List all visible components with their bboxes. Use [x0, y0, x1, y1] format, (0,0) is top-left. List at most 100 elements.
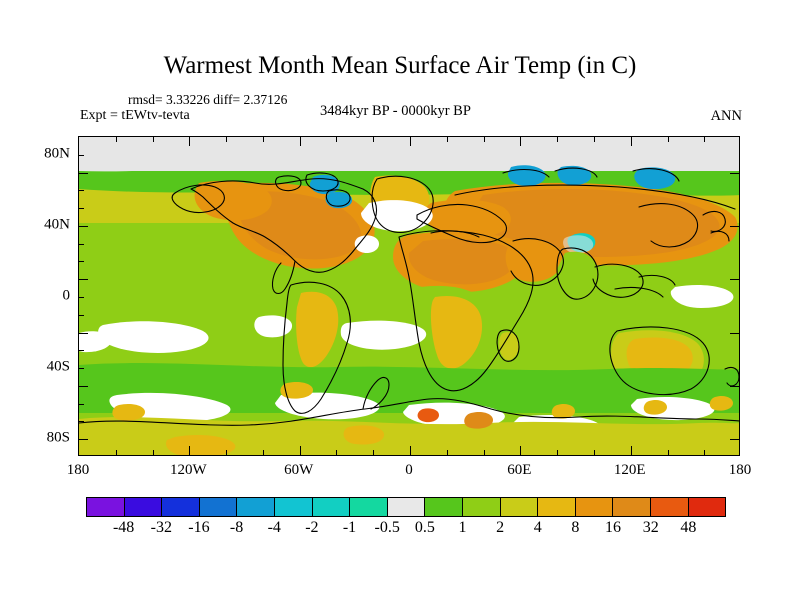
colorbar-tick-label: -48	[112, 519, 135, 536]
axis-tick	[446, 137, 448, 142]
axis-tick	[189, 137, 191, 146]
axis-tick	[79, 439, 88, 441]
period-annotation: 3484kyr BP - 0000kyr BP	[320, 103, 471, 119]
axis-tick	[557, 137, 559, 142]
axis-tick	[730, 332, 739, 334]
colorbar-tick-label: 1	[458, 519, 467, 536]
axis-tick	[262, 137, 264, 142]
axis-tick	[79, 154, 84, 156]
colorbar-cell[interactable]	[650, 498, 689, 516]
axis-tick	[730, 385, 739, 387]
axis-tick	[520, 137, 522, 146]
colorbar-cell[interactable]	[199, 498, 238, 516]
axis-tick	[410, 446, 411, 455]
axis-tick	[79, 350, 84, 352]
axis-tick	[79, 314, 84, 316]
y-axis-label: 0	[62, 287, 71, 304]
axis-tick	[299, 137, 301, 146]
colorbar-cell[interactable]	[688, 498, 726, 516]
axis-tick	[79, 243, 84, 245]
axis-tick	[520, 446, 522, 455]
x-axis-label: 120E	[613, 462, 646, 478]
axis-tick	[79, 190, 84, 192]
axis-tick	[79, 385, 88, 387]
colorbar-tick-label: -32	[150, 519, 172, 536]
axis-tick	[730, 439, 739, 441]
statistics-annotation: rmsd= 3.33226 diff= 2.37126	[128, 92, 288, 107]
axis-tick	[226, 450, 228, 455]
x-axis-label: 0	[405, 462, 413, 478]
x-axis-label: 180	[728, 462, 752, 478]
colorbar-cell[interactable]	[462, 498, 501, 516]
axis-tick	[730, 279, 739, 281]
axis-tick	[557, 450, 559, 455]
colorbar-cell[interactable]	[87, 498, 125, 516]
axis-tick	[667, 450, 669, 455]
axis-tick	[79, 208, 84, 210]
colorbar-cell[interactable]	[162, 498, 200, 516]
axis-tick	[373, 137, 375, 142]
axis-tick	[336, 450, 338, 455]
axis-tick	[152, 137, 154, 142]
colorbar-cell[interactable]	[387, 498, 426, 516]
experiment-annotation: Expt = tEWtv-tevta	[80, 108, 190, 123]
axis-tick	[630, 446, 632, 455]
colorbar-tick-label: -1	[342, 519, 357, 536]
colorbar-tick-label: 16	[605, 519, 622, 536]
colorbar-tick-label: -2	[305, 519, 319, 536]
axis-tick	[79, 421, 84, 423]
colorbar[interactable]	[86, 497, 726, 517]
axis-tick	[79, 279, 88, 281]
axis-tick	[115, 450, 117, 455]
x-axis-label: 60W	[284, 462, 314, 478]
axis-tick	[115, 137, 117, 142]
axis-tick	[152, 450, 154, 455]
axis-tick	[704, 137, 706, 142]
colorbar-cell[interactable]	[274, 498, 313, 516]
y-axis-label: 40N	[44, 216, 70, 233]
colorbar-cell[interactable]	[350, 498, 388, 516]
axis-tick	[226, 137, 228, 142]
colorbar-cell[interactable]	[124, 498, 163, 516]
colorbar-cell[interactable]	[237, 498, 275, 516]
colorbar-cell[interactable]	[575, 498, 614, 516]
colorbar-cell[interactable]	[613, 498, 651, 516]
colorbar-cell[interactable]	[500, 498, 539, 516]
y-axis-label: 40S	[46, 358, 70, 375]
axis-tick	[79, 261, 84, 263]
y-axis-label: 80N	[44, 145, 70, 162]
axis-tick	[299, 446, 301, 455]
axis-tick	[593, 450, 595, 455]
colorbar-tick-label: -16	[188, 519, 210, 536]
colorbar-tick-label: 8	[571, 519, 580, 536]
temperature-anomaly-map	[79, 137, 739, 455]
axis-tick	[730, 225, 739, 227]
y-axis-label: 80S	[46, 429, 70, 446]
map-plot-area	[78, 136, 740, 456]
axis-tick	[262, 450, 264, 455]
page-title: Warmest Month Mean Surface Air Temp (in …	[163, 52, 637, 79]
colorbar-tick-label: -4	[267, 519, 281, 536]
colorbar-tick-label: 2	[496, 519, 505, 536]
x-axis-label: 120W	[169, 462, 207, 478]
axis-tick	[79, 332, 88, 334]
axis-tick	[410, 137, 411, 146]
season-annotation: ANN	[710, 108, 742, 124]
axis-tick	[189, 446, 191, 455]
axis-tick	[593, 137, 595, 142]
colorbar-tick-label: 4	[533, 519, 542, 536]
x-axis-label: 60E	[507, 462, 532, 478]
colorbar-cell[interactable]	[312, 498, 351, 516]
axis-tick	[336, 137, 338, 142]
axis-tick	[79, 368, 84, 370]
colorbar-tick-label: 48	[680, 519, 697, 536]
colorbar-cell[interactable]	[538, 498, 576, 516]
colorbar-cell[interactable]	[425, 498, 463, 516]
axis-tick	[630, 137, 632, 146]
x-axis-label: 180	[66, 462, 90, 478]
axis-tick	[730, 172, 739, 174]
axis-tick	[446, 450, 448, 455]
colorbar-tick-label: -0.5	[374, 519, 400, 536]
axis-tick	[704, 450, 706, 455]
